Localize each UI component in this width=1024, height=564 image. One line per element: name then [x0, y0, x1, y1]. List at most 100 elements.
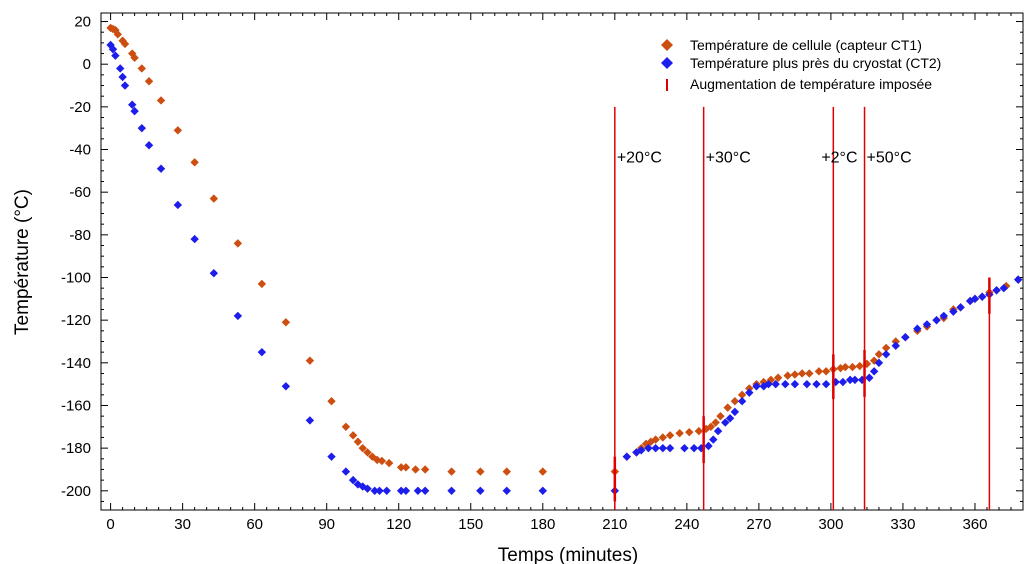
- ct2-point: [771, 379, 780, 389]
- ct2-point: [845, 375, 855, 385]
- ct2-point: [281, 382, 291, 391]
- ct1-point: [773, 373, 783, 382]
- ct2-point: [120, 81, 130, 90]
- ct2-point: [721, 418, 730, 427]
- ct2-point: [922, 320, 932, 329]
- ct1-point: [411, 465, 420, 474]
- ct2-point: [965, 296, 975, 306]
- ct2-point: [363, 484, 372, 493]
- ct2-point: [713, 426, 723, 436]
- ct2-point: [348, 475, 358, 485]
- ct1-point: [651, 435, 660, 444]
- x-tick-label: 150: [458, 516, 483, 533]
- ct2-point: [1013, 275, 1023, 284]
- ct2-point: [881, 350, 891, 359]
- x-tick-label: 330: [890, 516, 915, 533]
- ct1-point: [665, 431, 675, 440]
- ct2-point: [977, 292, 987, 301]
- ct2-point: [128, 100, 137, 109]
- ct2-point: [651, 443, 660, 453]
- ct2-point: [838, 377, 848, 387]
- ct2-point: [116, 64, 125, 73]
- ct1-point: [401, 463, 411, 472]
- ct1-point: [881, 343, 891, 353]
- ct1-point: [797, 369, 807, 378]
- ct2-point: [850, 375, 860, 385]
- ct2-point: [802, 379, 812, 389]
- ct1-point: [502, 467, 511, 476]
- ct1-point: [420, 465, 430, 474]
- ct2-point: [108, 45, 118, 54]
- ct2-point: [413, 486, 423, 496]
- ct1-point: [358, 443, 367, 453]
- ct2-point: [865, 373, 874, 382]
- ct1-point: [156, 96, 166, 105]
- ct2-point: [622, 452, 632, 461]
- ct1-point: [281, 318, 291, 327]
- ct1-point: [447, 467, 456, 476]
- y-tick-label: -200: [61, 483, 91, 500]
- ct1-point: [658, 433, 668, 442]
- ct2-point: [745, 388, 754, 397]
- x-tick-label: 180: [530, 516, 555, 533]
- event-label: +20°C: [617, 149, 662, 166]
- ct2-point: [502, 486, 511, 496]
- ct2-point: [764, 379, 773, 389]
- ct2-point: [644, 443, 653, 453]
- ct1-point: [111, 25, 120, 35]
- y-tick-label: -180: [61, 440, 91, 457]
- event-label: +50°C: [867, 149, 912, 166]
- y-tick-label: 20: [74, 14, 91, 31]
- ct1-point: [891, 337, 900, 346]
- ct1-point: [396, 463, 406, 472]
- x-tick-label: 210: [602, 516, 627, 533]
- ct2-point: [821, 379, 831, 389]
- ct2-point: [420, 486, 430, 496]
- y-tick-label: 0: [83, 56, 91, 73]
- ct2-point: [190, 234, 199, 244]
- ct2-point: [257, 347, 267, 357]
- y-axis-title: Température (°C): [12, 189, 33, 335]
- ct2-point: [709, 435, 718, 444]
- ct1-point: [706, 422, 716, 432]
- ct1-point: [144, 77, 154, 86]
- ct1-point: [120, 39, 130, 49]
- legend-label-ct1: Température de cellule (capteur CT1): [690, 37, 922, 53]
- ct2-point: [932, 315, 941, 325]
- plot-frame: [100, 12, 1024, 511]
- ct2-point: [476, 486, 485, 496]
- ct2-point: [370, 486, 379, 496]
- ct1-point: [783, 371, 792, 380]
- ct2-point: [970, 294, 980, 304]
- legend-marker-ct2: [661, 57, 673, 69]
- ct2-point: [396, 486, 406, 496]
- ct1-point: [694, 426, 704, 436]
- event-label: +2°C: [821, 149, 857, 166]
- ct1-point: [353, 437, 363, 446]
- ct2-point: [130, 106, 139, 116]
- markers: [106, 23, 1023, 496]
- ct2-point: [447, 486, 456, 496]
- ct1-point: [855, 361, 864, 371]
- ct1-point: [137, 64, 147, 73]
- ct1-point: [190, 158, 199, 167]
- ct2-point: [704, 441, 713, 451]
- x-tick-label: 120: [386, 516, 411, 533]
- ct1-point: [874, 350, 884, 359]
- axes: 0 30 60 90 120 150 180 210 240 270 300 330 360 20 0 -20…: [61, 13, 1023, 533]
- ct2-point: [118, 72, 127, 82]
- ct2-point: [730, 407, 740, 417]
- ct1-point: [377, 456, 387, 466]
- ct2-point: [869, 367, 879, 376]
- ct1-point: [730, 397, 740, 406]
- ct1-point: [173, 126, 183, 135]
- ct2-point: [156, 164, 166, 173]
- ct2-point: [305, 416, 315, 425]
- ct2-point: [939, 311, 948, 321]
- ct2-point: [992, 286, 1001, 295]
- ct1-point: [805, 369, 814, 378]
- ct1-point: [641, 439, 651, 449]
- ct2-point: [637, 446, 646, 455]
- x-tick-label: 30: [174, 516, 191, 533]
